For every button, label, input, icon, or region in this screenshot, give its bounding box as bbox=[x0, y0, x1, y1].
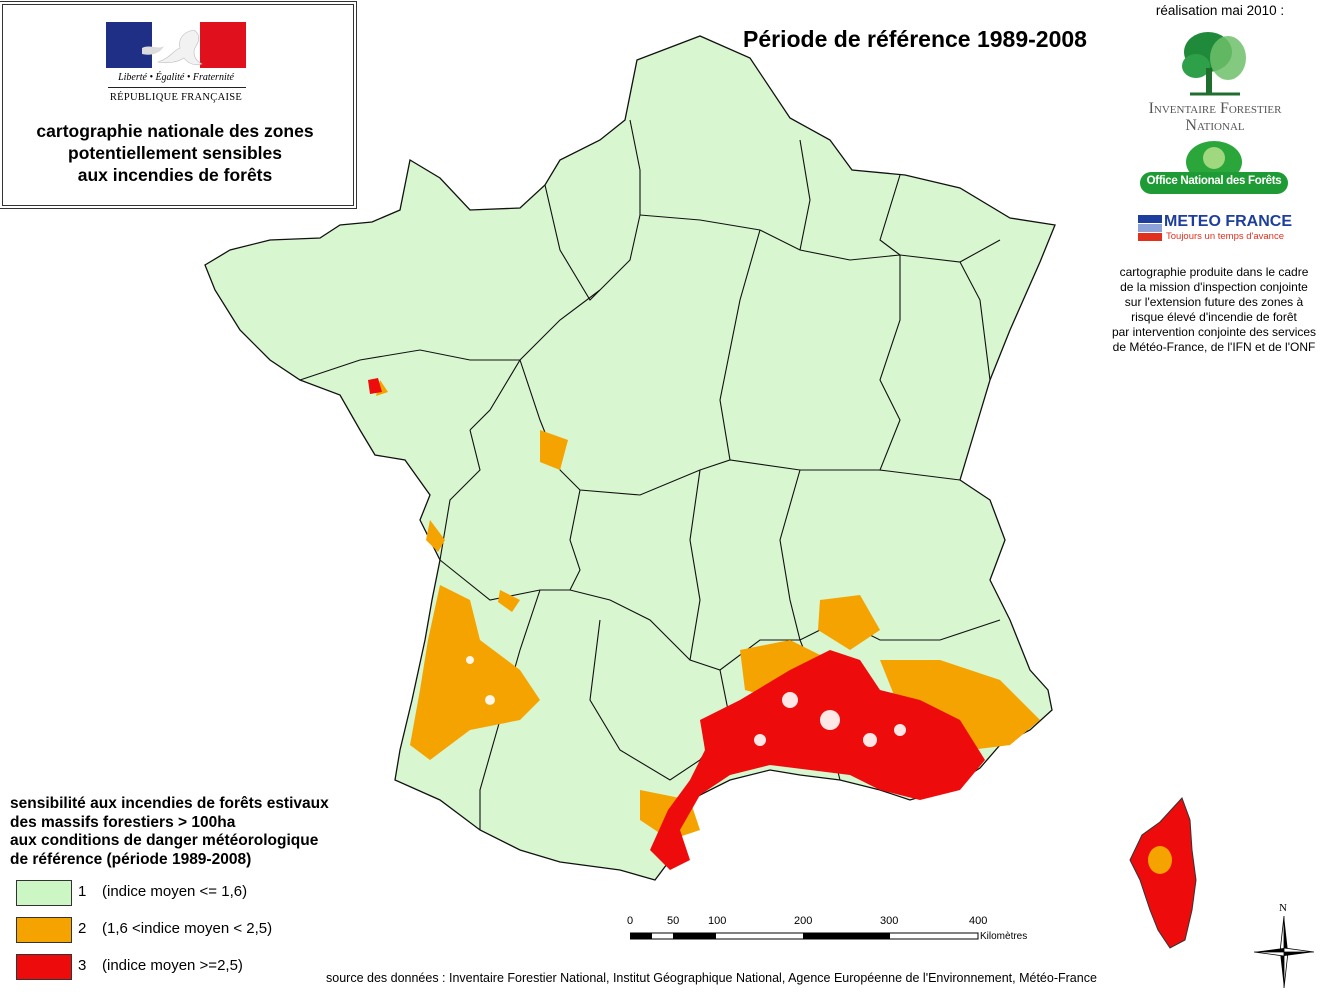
legend-item-class-2: 2 (1,6 <indice moyen < 2,5) bbox=[16, 917, 376, 943]
legend-title-line: de référence (période 1989-2008) bbox=[10, 850, 252, 868]
legend-class-label: (1,6 <indice moyen < 2,5) bbox=[102, 920, 273, 937]
zones-class-3 bbox=[368, 378, 985, 870]
republic-label: RÉPUBLIQUE FRANÇAISE bbox=[109, 92, 243, 103]
scale-tick-label: 400 bbox=[969, 915, 988, 927]
map-title-line: aux incendies de forêts bbox=[77, 165, 273, 185]
period-title: Période de référence 1989-2008 bbox=[743, 26, 1087, 52]
legend-class-label: (indice moyen <= 1,6) bbox=[102, 883, 248, 900]
north-arrow: N bbox=[1254, 902, 1314, 988]
motto-divider bbox=[108, 87, 246, 88]
mission-line: cartographie produite dans le cadre bbox=[1119, 265, 1309, 279]
legend-class-number: 1 bbox=[78, 883, 87, 900]
legend-item-class-1: 1 (indice moyen <= 1,6) bbox=[16, 880, 376, 906]
scale-unit: Kilomètres bbox=[980, 931, 1028, 942]
meteo-france-slogan: Toujours un temps d'avance bbox=[1166, 231, 1284, 242]
onf-logo: Office National des Forêts bbox=[1138, 140, 1290, 198]
scale-bar: 0 50 100 200 300 400 Kilomètres bbox=[622, 915, 1042, 955]
ifn-name: Inventaire Forestier National bbox=[1120, 100, 1310, 134]
map-title: cartographie nationale des zones potenti… bbox=[10, 120, 340, 186]
north-label: N bbox=[1279, 902, 1287, 914]
legend-title-line: sensibilité aux incendies de forêts esti… bbox=[10, 795, 329, 812]
meteo-france-logo bbox=[1138, 212, 1298, 246]
data-source: source des données : Inventaire Forestie… bbox=[326, 971, 1097, 985]
mission-line: par intervention conjointe des services bbox=[1111, 325, 1317, 339]
scale-tick-label: 50 bbox=[667, 915, 680, 927]
mission-line: de Météo-France, de l'IFN et de l'ONF bbox=[1112, 340, 1316, 354]
legend-swatch bbox=[16, 917, 72, 943]
scale-tick-label: 200 bbox=[794, 915, 813, 927]
legend-title: sensibilité aux incendies de forêts esti… bbox=[10, 795, 390, 869]
scale-tick-label: 100 bbox=[708, 915, 727, 927]
legend-title-line: des massifs forestiers > 100ha bbox=[10, 813, 236, 831]
legend-item-class-3: 3 (indice moyen >=2,5) bbox=[16, 954, 376, 980]
ifn-name-line: Inventaire Forestier bbox=[1148, 100, 1282, 117]
map-title-line: cartographie nationale des zones bbox=[36, 121, 314, 141]
legend-title-line: aux conditions de danger météorologique bbox=[10, 832, 319, 849]
meteo-france-name: METEO FRANCE bbox=[1164, 213, 1292, 230]
corsica-class-2 bbox=[1148, 846, 1172, 874]
legend-swatch bbox=[16, 880, 72, 906]
legend-class-number: 2 bbox=[78, 920, 87, 937]
scale-tick-label: 300 bbox=[880, 915, 899, 927]
scale-tick-label: 0 bbox=[627, 915, 634, 927]
mission-line: sur l'extension future des zones à bbox=[1124, 295, 1304, 309]
mission-line: de la mission d'inspection conjointe bbox=[1120, 280, 1308, 294]
realisation-date: réalisation mai 2010 : bbox=[1155, 3, 1285, 18]
mission-line: risque élevé d'incendie de forêt bbox=[1131, 310, 1297, 324]
map-title-line: potentiellement sensibles bbox=[68, 143, 282, 163]
ifn-tree-logo bbox=[1170, 28, 1260, 100]
legend-swatch bbox=[16, 954, 72, 980]
mission-note: cartographie produite dans le cadre de l… bbox=[1100, 265, 1328, 355]
motto: Liberté • Égalité • Fraternité bbox=[118, 72, 234, 83]
legend-class-number: 3 bbox=[78, 957, 87, 974]
ifn-name-line: National bbox=[1185, 117, 1245, 134]
zones-texture bbox=[466, 656, 906, 805]
marianne-flag-logo bbox=[106, 22, 246, 68]
onf-name: Office National des Forêts bbox=[1146, 175, 1282, 187]
legend-class-label: (indice moyen >=2,5) bbox=[102, 957, 243, 974]
